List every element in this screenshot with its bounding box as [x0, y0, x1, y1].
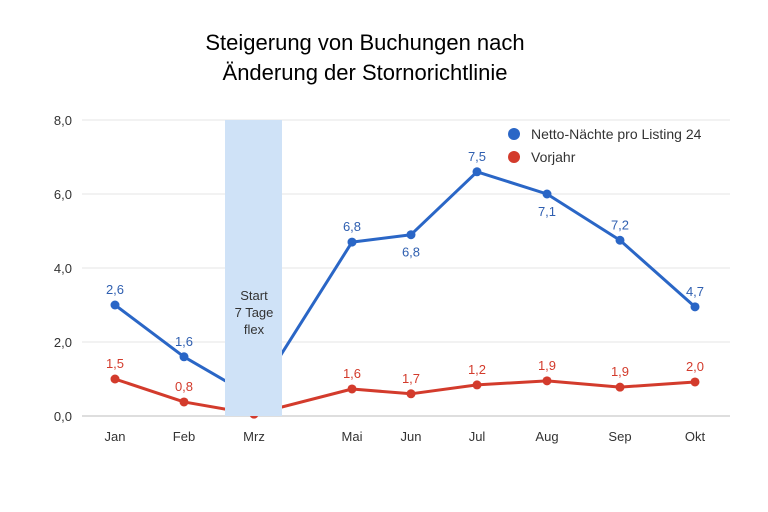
legend-marker [508, 128, 520, 140]
data-label: 1,6 [175, 334, 193, 349]
annotation-band [225, 120, 282, 416]
data-label: 7,2 [611, 217, 629, 232]
data-point [110, 374, 120, 384]
data-point [347, 384, 357, 394]
data-point [690, 377, 700, 387]
annotation-text: 7 Tage [235, 305, 274, 320]
data-label: 4,7 [686, 284, 704, 299]
data-label: 6,8 [343, 219, 361, 234]
data-label: 7,1 [538, 204, 556, 219]
data-label: 2,6 [106, 282, 124, 297]
data-point [406, 230, 416, 240]
x-tick-label: Mai [342, 429, 363, 444]
x-tick-label: Okt [685, 429, 706, 444]
y-tick-label: 0,0 [54, 409, 72, 424]
data-label: 1,6 [343, 366, 361, 381]
y-tick-label: 6,0 [54, 187, 72, 202]
data-label: 7,5 [468, 149, 486, 164]
data-point [179, 397, 189, 407]
data-label: 2,0 [686, 359, 704, 374]
x-tick-label: Feb [173, 429, 195, 444]
data-label: 1,5 [106, 356, 124, 371]
series-line [114, 170, 696, 399]
data-label: 6,8 [402, 245, 420, 260]
data-point [110, 300, 120, 310]
x-tick-label: Sep [608, 429, 631, 444]
data-label: 1,2 [468, 362, 486, 377]
data-point [406, 389, 416, 399]
data-point [179, 352, 189, 362]
title-line-2: Änderung der Stornorichtlinie [222, 60, 508, 85]
legend-marker [508, 151, 520, 163]
data-point [615, 382, 625, 392]
legend-label: Netto-Nächte pro Listing 24 [531, 126, 702, 142]
y-tick-label: 4,0 [54, 261, 72, 276]
data-point [347, 237, 357, 247]
data-label: 1,7 [402, 371, 420, 386]
data-label: 0,8 [175, 379, 193, 394]
annotation-text: flex [244, 322, 265, 337]
data-point [542, 376, 552, 386]
data-label: 1,9 [538, 358, 556, 373]
data-point [615, 235, 625, 245]
data-point [472, 380, 482, 390]
data-point [472, 167, 482, 177]
data-point [542, 189, 552, 199]
x-tick-label: Jun [401, 429, 422, 444]
x-tick-label: Mrz [243, 429, 265, 444]
x-tick-label: Jul [469, 429, 486, 444]
y-tick-label: 2,0 [54, 335, 72, 350]
annotation-text: Start [240, 288, 268, 303]
chart-title: Steigerung von Buchungen nach Änderung d… [0, 28, 730, 88]
x-tick-label: Aug [535, 429, 558, 444]
title-line-1: Steigerung von Buchungen nach [205, 30, 525, 55]
y-tick-label: 8,0 [54, 113, 72, 128]
data-point [690, 302, 700, 312]
x-tick-label: Jan [105, 429, 126, 444]
data-label: 1,9 [611, 364, 629, 379]
legend-label: Vorjahr [531, 149, 576, 165]
